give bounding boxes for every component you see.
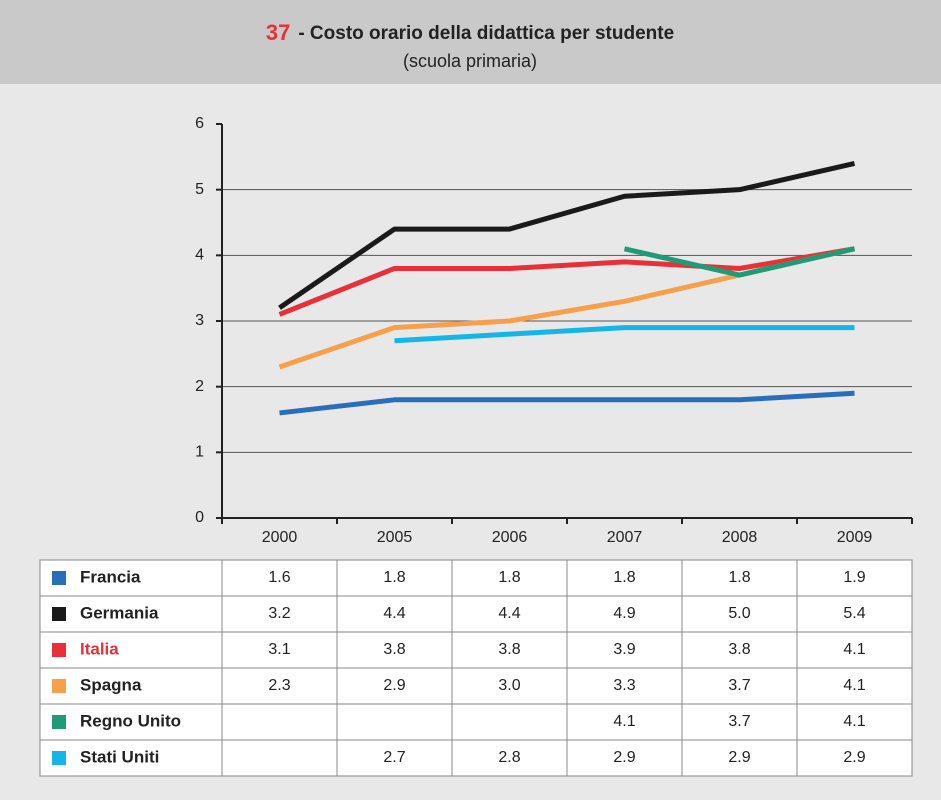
legend-label: Stati Uniti	[80, 747, 159, 766]
x-tick-label: 2008	[722, 529, 758, 546]
table-cell	[336, 703, 453, 741]
table-cell	[681, 559, 798, 597]
series-line	[278, 246, 855, 317]
legend-swatch	[52, 679, 66, 693]
header	[0, 0, 941, 84]
y-tick-label: 0	[195, 509, 204, 526]
legend-swatch	[52, 751, 66, 765]
chart-number: 37	[266, 20, 290, 45]
table-value: 3.9	[613, 641, 635, 658]
series-line	[279, 390, 855, 416]
table-cell	[39, 631, 223, 669]
table-cell	[221, 667, 338, 705]
table-value: 1.8	[383, 569, 405, 586]
table-cell	[681, 703, 798, 741]
table-cell	[566, 559, 683, 597]
table-cell	[451, 703, 568, 741]
legend-label: Germania	[80, 603, 159, 622]
table-cell	[451, 595, 568, 633]
table-value: 2.9	[728, 749, 750, 766]
series-line	[394, 325, 855, 344]
table-value: 5.0	[728, 605, 750, 622]
table-value: 3.0	[498, 677, 520, 694]
table-value: 3.1	[268, 641, 290, 658]
legend-label: Regno Unito	[80, 711, 181, 730]
table-cell	[681, 739, 798, 777]
legend-label: Spagna	[80, 675, 142, 694]
table-value: 1.6	[268, 569, 290, 586]
table-value: 2.8	[498, 749, 520, 766]
table-value: 4.1	[843, 641, 865, 658]
table-value: 5.4	[843, 605, 865, 622]
table-value: 3.7	[728, 677, 750, 694]
y-tick-label: 2	[195, 378, 204, 395]
table-value: 4.4	[383, 605, 405, 622]
table-cell	[681, 595, 798, 633]
table-cell	[336, 739, 453, 777]
legend-swatch	[52, 643, 66, 657]
chart-subtitle: (scuola primaria)	[403, 51, 537, 71]
table-value: 3.8	[728, 641, 750, 658]
table-value: 3.3	[613, 677, 635, 694]
table-cell	[451, 739, 568, 777]
table-cell	[796, 739, 913, 777]
table-cell	[796, 703, 913, 741]
series-line	[623, 246, 856, 278]
table-cell	[451, 631, 568, 669]
x-tick-label: 2009	[837, 529, 873, 546]
table-value: 4.1	[613, 713, 635, 730]
x-tick-label: 2005	[377, 529, 413, 546]
table-cell	[451, 667, 568, 705]
table-value: 1.8	[613, 569, 635, 586]
table-cell	[39, 703, 223, 741]
table-value: 1.9	[843, 569, 865, 586]
legend-swatch	[52, 607, 66, 621]
table-value: 3.8	[498, 641, 520, 658]
legend-label: Italia	[80, 639, 119, 658]
x-tick-label: 2000	[262, 529, 298, 546]
table-value: 3.7	[728, 713, 750, 730]
series-line	[278, 160, 856, 310]
table-value: 2.7	[383, 749, 405, 766]
table-value: 1.8	[728, 569, 750, 586]
table-cell	[221, 703, 338, 741]
table-cell	[221, 631, 338, 669]
y-tick-label: 6	[195, 115, 204, 132]
chart-title: - Costo orario della didattica per stude…	[298, 23, 674, 44]
table-value: 3.8	[383, 641, 405, 658]
x-tick-label: 2006	[492, 529, 528, 546]
legend-label: Francia	[80, 567, 141, 586]
y-tick-label: 3	[195, 312, 204, 329]
table-value: 2.9	[843, 749, 865, 766]
table-value: 4.4	[498, 605, 520, 622]
table-value: 3.2	[268, 605, 290, 622]
y-tick-label: 4	[195, 247, 204, 264]
table-cell	[796, 559, 913, 597]
table-value: 1.8	[498, 569, 520, 586]
table-cell	[39, 595, 223, 633]
y-tick-label: 5	[195, 181, 204, 198]
y-tick-label: 1	[195, 444, 204, 461]
legend-swatch	[52, 715, 66, 729]
table-value: 2.9	[613, 749, 635, 766]
legend-swatch	[52, 571, 66, 585]
table-cell	[681, 667, 798, 705]
table-value: 4.9	[613, 605, 635, 622]
table-cell	[796, 667, 913, 705]
table-cell	[336, 595, 453, 633]
table-value: 4.1	[843, 677, 865, 694]
table-value: 2.3	[268, 677, 290, 694]
table-cell	[221, 739, 338, 777]
table-value: 2.9	[383, 677, 405, 694]
table-cell	[566, 739, 683, 777]
table-value: 4.1	[843, 713, 865, 730]
table-cell	[221, 595, 338, 633]
x-tick-label: 2007	[607, 529, 643, 546]
